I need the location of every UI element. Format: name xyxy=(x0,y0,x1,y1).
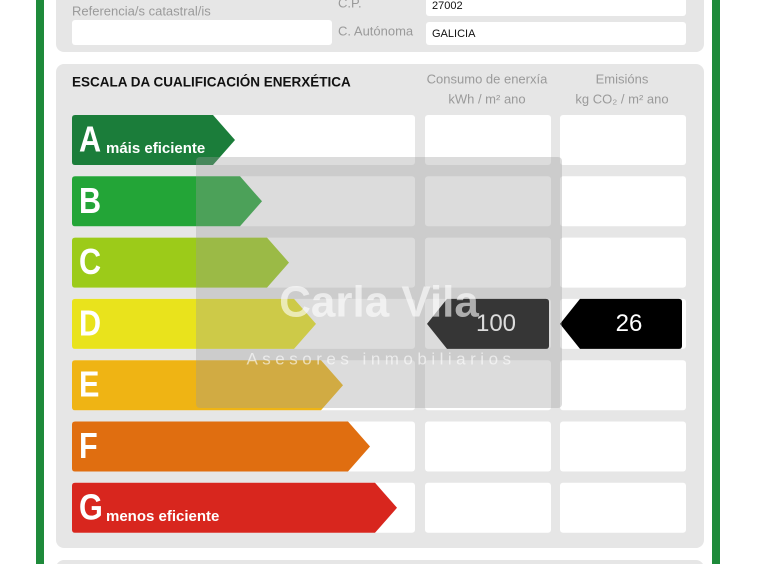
class-letter: E xyxy=(79,365,99,405)
column-unit: kWh / m² ano xyxy=(448,91,525,106)
class-arrow xyxy=(72,360,343,411)
cell xyxy=(560,115,686,165)
right-border xyxy=(712,0,720,564)
class-letter: F xyxy=(79,427,98,467)
class-letter: B xyxy=(79,182,101,222)
rating-indicator xyxy=(427,298,549,349)
label: C.P. xyxy=(338,0,362,10)
class-arrow xyxy=(72,237,289,288)
column-title: Consumo de enerxía xyxy=(427,71,548,86)
column-title: Emisións xyxy=(596,71,649,86)
label: Referencia/s catastral/is xyxy=(72,3,211,18)
postcode-field xyxy=(426,0,686,16)
column-unit: kg CO₂ / m² ano xyxy=(575,91,668,106)
watermark-box xyxy=(196,157,562,408)
watermark: Carla Vila Asesores inmobiliarios xyxy=(196,157,562,408)
region-field xyxy=(426,22,686,45)
class-letter: A xyxy=(79,120,101,160)
cadastral-field xyxy=(72,20,332,45)
cell xyxy=(425,176,551,227)
cell xyxy=(560,360,686,411)
cell xyxy=(425,237,551,288)
cell xyxy=(425,360,551,411)
class-arrow xyxy=(72,482,397,533)
cell xyxy=(425,421,551,472)
watermark-tagline: Asesores inmobiliarios xyxy=(246,349,515,368)
cell xyxy=(560,176,686,227)
cell xyxy=(560,237,686,288)
value: 27002 xyxy=(432,0,463,12)
class-arrow xyxy=(72,115,235,165)
rating-indicator xyxy=(560,298,682,349)
left-border xyxy=(36,0,44,564)
value: GALICIA xyxy=(432,28,476,40)
class-note: menos eficiente xyxy=(106,508,219,525)
rating-value: 26 xyxy=(616,310,643,337)
class-letter: G xyxy=(79,488,103,528)
rating-value: 100 xyxy=(476,310,516,337)
cell xyxy=(560,482,686,533)
label: C. Autónoma xyxy=(338,23,414,38)
class-letter: D xyxy=(79,304,101,344)
class-arrow xyxy=(72,298,316,349)
class-arrow xyxy=(72,176,262,227)
class-note: máis eficiente xyxy=(106,140,205,157)
scale-title: ESCALA DA CUALIFICACIÓN ENERXÉTICA xyxy=(72,75,351,90)
cell xyxy=(560,421,686,472)
next-panel xyxy=(57,560,703,564)
class-letter: C xyxy=(79,243,101,283)
cell xyxy=(425,482,551,533)
watermark-name: Carla Vila xyxy=(279,278,479,327)
class-arrow xyxy=(72,421,370,472)
cell xyxy=(425,115,551,165)
